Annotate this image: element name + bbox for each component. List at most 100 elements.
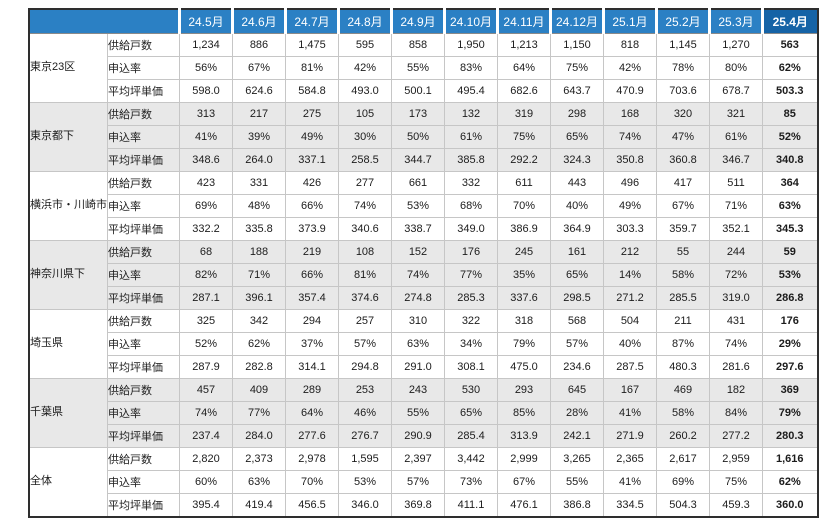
metric-label: 申込率 [107,401,180,425]
value-cell: 2,959 [709,447,763,471]
value-cell: 55% [391,56,445,80]
value-cell: 243 [391,378,445,402]
month-header: 24.5月 [178,9,233,34]
metric-label: 供給戸数 [107,171,180,195]
table-row: 平均坪単価 237.4 284.0 277.6 276.7 290.9 285.4 313.9… [29,424,818,448]
value-cell-highlight: 176 [762,309,818,333]
value-cell: 82% [179,263,233,287]
metric-label: 平均坪単価 [107,355,180,379]
value-cell: 67% [232,56,286,80]
value-cell: 426 [285,171,339,195]
value-cell: 292.2 [497,148,551,172]
value-cell: 386.8 [550,493,604,518]
value-cell: 350.8 [603,148,657,172]
value-cell: 182 [709,378,763,402]
value-cell: 73% [444,470,498,494]
month-header: 24.10月 [443,9,498,34]
value-cell: 53% [338,470,392,494]
table-row: 神奈川県下 供給戸数 68 188 219 108 152 176 245 161 212 55 244… [28,240,818,310]
value-cell: 332.2 [179,217,233,241]
table-row: 申込率 82% 71% 66% 81% 74% 77% 35% 65% 14% 58% 72% 53% [29,263,818,287]
metric-label: 供給戸数 [107,447,180,471]
value-cell: 314.1 [285,355,339,379]
value-cell: 344.7 [391,148,445,172]
value-cell: 303.3 [603,217,657,241]
value-cell-highlight: 360.0 [762,493,818,518]
value-cell: 72% [709,263,763,287]
value-cell: 352.1 [709,217,763,241]
value-cell: 682.6 [497,79,551,103]
value-cell: 48% [232,194,286,218]
value-cell: 611 [497,171,551,195]
value-cell-highlight: 369 [762,378,818,402]
value-cell: 319 [497,102,551,126]
value-cell: 30% [338,125,392,149]
table-row: 千葉県 供給戸数 457 409 289 253 243 530 293 645 167 469 182… [28,378,818,448]
value-cell: 504 [603,309,657,333]
value-cell: 337.6 [497,286,551,310]
value-cell: 359.7 [656,217,710,241]
value-cell: 42% [338,56,392,80]
value-cell: 71% [232,263,286,287]
value-cell: 409 [232,378,286,402]
value-cell: 237.4 [179,424,233,448]
value-cell-highlight: 79% [762,401,818,425]
value-cell-highlight: 503.3 [762,79,818,103]
value-cell: 277.2 [709,424,763,448]
value-cell: 66% [285,263,339,287]
value-cell: 313.9 [497,424,551,448]
region-label: 埼玉県 [28,309,108,379]
value-cell: 258.5 [338,148,392,172]
value-cell: 74% [709,332,763,356]
value-cell: 75% [550,56,604,80]
value-cell: 475.0 [497,355,551,379]
value-cell: 77% [444,263,498,287]
value-cell: 74% [603,125,657,149]
value-cell: 3,265 [550,447,604,471]
table-row: 平均坪単価 287.9 282.8 314.1 294.8 291.0 308.1 475.0… [29,355,818,379]
value-cell: 282.8 [232,355,286,379]
month-header: 25.3月 [708,9,763,34]
metric-label: 申込率 [107,470,180,494]
value-cell: 257 [338,309,392,333]
value-cell: 67% [656,194,710,218]
value-cell: 568 [550,309,604,333]
value-cell: 325 [179,309,233,333]
table-row: 申込率 56% 67% 81% 42% 55% 83% 64% 75% 42% 78% 80% 62% [29,56,818,80]
value-cell-highlight: 286.8 [762,286,818,310]
value-cell: 34% [444,332,498,356]
value-cell: 1,150 [550,33,604,57]
value-cell: 322 [444,309,498,333]
corner-cell [29,9,180,34]
value-cell: 342 [232,309,286,333]
value-cell: 285.5 [656,286,710,310]
value-cell: 217 [232,102,286,126]
region-label-total: 全体 [28,447,108,518]
month-header: 24.6月 [231,9,286,34]
metric-label: 平均坪単価 [107,493,180,518]
value-cell: 63% [391,332,445,356]
value-cell: 493.0 [338,79,392,103]
value-cell-highlight: 1,616 [762,447,818,471]
value-cell: 74% [391,263,445,287]
value-cell: 703.6 [656,79,710,103]
value-cell: 340.6 [338,217,392,241]
value-cell: 324.3 [550,148,604,172]
value-cell: 886 [232,33,286,57]
value-cell: 211 [656,309,710,333]
value-cell-highlight: 52% [762,125,818,149]
value-cell: 661 [391,171,445,195]
metric-label: 申込率 [107,125,180,149]
value-cell: 469 [656,378,710,402]
value-cell: 58% [656,263,710,287]
metric-label: 供給戸数 [107,102,180,126]
value-cell: 49% [285,125,339,149]
value-cell: 61% [444,125,498,149]
value-cell: 77% [232,401,286,425]
value-cell: 108 [338,240,392,264]
metric-label: 申込率 [107,194,180,218]
value-cell: 35% [497,263,551,287]
value-cell: 624.6 [232,79,286,103]
value-cell: 277 [338,171,392,195]
month-header: 24.12月 [549,9,604,34]
